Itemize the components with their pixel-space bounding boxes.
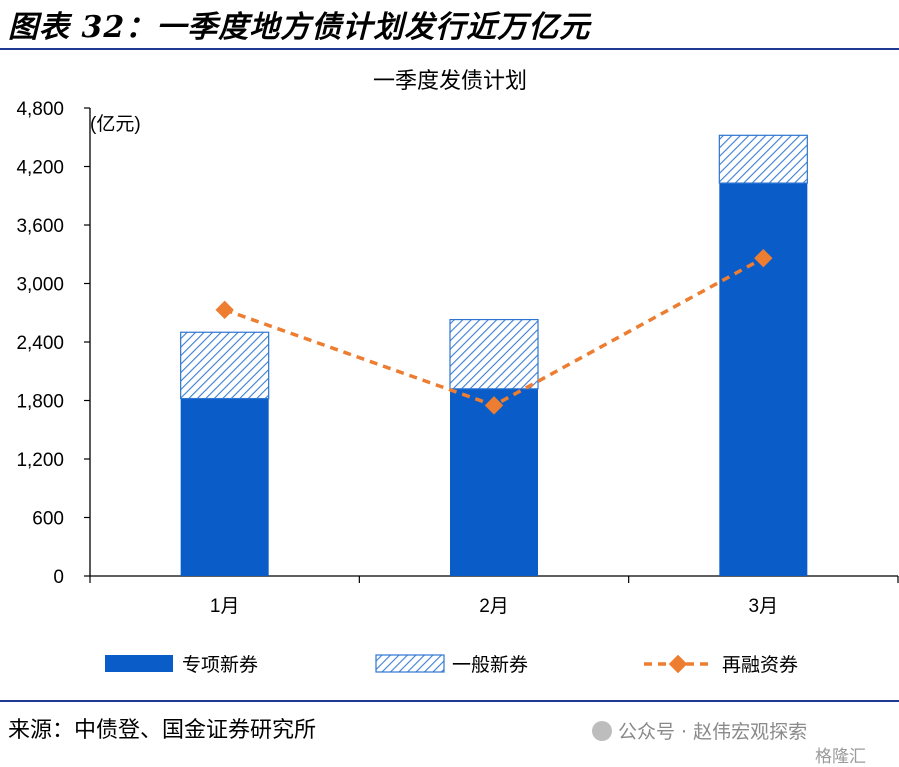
legend-marker-refinancing xyxy=(668,654,688,674)
bars xyxy=(180,134,808,576)
x-tick-label: 1月 xyxy=(210,596,240,617)
y-tick-label: 3,000 xyxy=(16,275,64,296)
y-tick-label: 4,200 xyxy=(16,158,64,179)
source-note: 来源：中债登、国金证券研究所 xyxy=(8,718,317,743)
y-tick-label: 600 xyxy=(32,509,64,530)
refinancing-point xyxy=(754,248,773,268)
bar-general-new xyxy=(180,331,270,400)
bar-special-new xyxy=(180,398,269,576)
refinancing-line xyxy=(215,248,773,415)
bar-special-new xyxy=(719,183,808,576)
y-tick-label: 1,800 xyxy=(16,392,64,413)
x-axis: 1月 2月 3月 xyxy=(89,575,899,617)
y-tick-label: 3,600 xyxy=(16,216,64,237)
bar-general-new xyxy=(449,318,539,390)
top-rule xyxy=(0,48,899,50)
bar-general-new xyxy=(718,134,808,184)
y-tick-label: 1,200 xyxy=(16,450,64,471)
legend-swatch-special-new xyxy=(105,655,173,672)
watermark-text: 公众号 · 赵伟宏观探索 xyxy=(618,721,808,743)
y-axis-unit: (亿元) xyxy=(90,113,141,135)
refinancing-point xyxy=(215,300,234,320)
wechat-icon xyxy=(592,721,612,741)
refinancing-point xyxy=(484,396,504,415)
legend-label-special-new: 专项新券 xyxy=(182,654,258,676)
x-tick-label: 3月 xyxy=(749,596,779,617)
chart: 一季度发债计划 (亿元) 0 600 1,200 1,800 2,400 3,000 3,6… xyxy=(16,68,899,676)
y-tick-label: 0 xyxy=(53,567,64,588)
watermark: 公众号 · 赵伟宏观探索 xyxy=(592,717,807,744)
x-tick-label: 2月 xyxy=(479,596,509,617)
y-tick-label: 2,400 xyxy=(16,333,64,354)
bottom-rule xyxy=(0,700,899,702)
legend: 专项新券 一般新券 再融资券 xyxy=(105,654,798,676)
legend-swatch-general-new xyxy=(375,654,445,673)
y-tick-label: 4,800 xyxy=(16,99,64,120)
legend-label-general-new: 一般新券 xyxy=(452,654,528,676)
watermark-logo: 格隆汇 xyxy=(815,747,866,767)
legend-label-refinancing: 再融资券 xyxy=(722,654,798,676)
y-axis: 0 600 1,200 1,800 2,400 3,000 3,600 4,200 4,800 xyxy=(16,99,91,588)
chart-title: 一季度发债计划 xyxy=(373,68,527,93)
bar-special-new xyxy=(450,388,538,576)
figure-title: 图表 32：一季度地方债计划发行近万亿元 xyxy=(8,10,591,45)
